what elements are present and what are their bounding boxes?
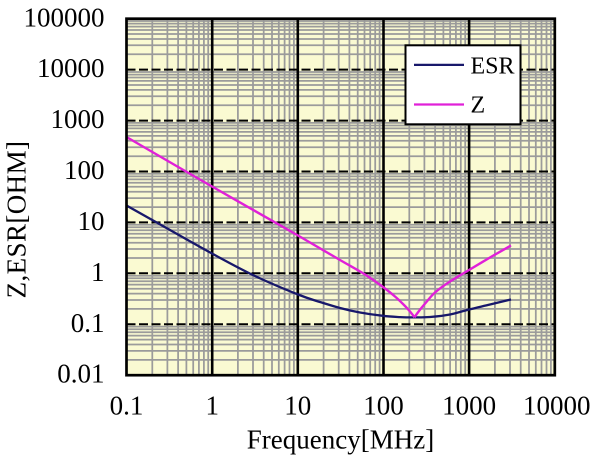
svg-text:0.01: 0.01 — [57, 359, 104, 389]
svg-text:100: 100 — [64, 155, 105, 185]
svg-text:10000: 10000 — [37, 53, 105, 83]
svg-text:10000: 10000 — [523, 391, 591, 421]
svg-text:Z: Z — [471, 93, 486, 119]
svg-text:10: 10 — [284, 391, 311, 421]
svg-text:1000: 1000 — [51, 104, 105, 134]
svg-text:100000: 100000 — [24, 3, 105, 33]
svg-text:0.1: 0.1 — [110, 391, 144, 421]
svg-text:1: 1 — [91, 257, 105, 287]
svg-text:0.1: 0.1 — [71, 308, 105, 338]
svg-text:1: 1 — [205, 391, 219, 421]
svg-text:ESR: ESR — [471, 53, 515, 79]
svg-text:Frequency[MHz]: Frequency[MHz] — [247, 425, 434, 455]
svg-text:100: 100 — [363, 391, 404, 421]
svg-text:10: 10 — [78, 206, 105, 236]
svg-text:1000: 1000 — [442, 391, 496, 421]
svg-text:Z,ESR[OHM]: Z,ESR[OHM] — [2, 141, 32, 299]
